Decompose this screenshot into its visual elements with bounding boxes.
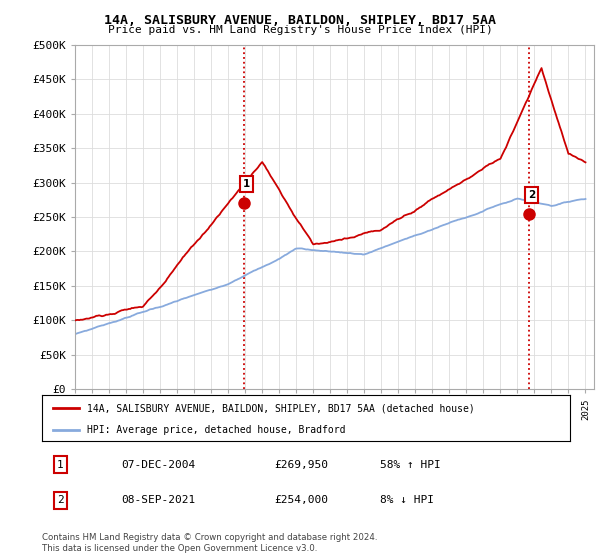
Text: 1: 1 [243,179,250,189]
Text: 14A, SALISBURY AVENUE, BAILDON, SHIPLEY, BD17 5AA: 14A, SALISBURY AVENUE, BAILDON, SHIPLEY,… [104,14,496,27]
Text: HPI: Average price, detached house, Bradford: HPI: Average price, detached house, Brad… [87,425,346,435]
Text: 2: 2 [57,495,64,505]
Text: Price paid vs. HM Land Registry's House Price Index (HPI): Price paid vs. HM Land Registry's House … [107,25,493,35]
Text: 1: 1 [57,460,64,469]
Text: £254,000: £254,000 [274,495,328,505]
Text: 8% ↓ HPI: 8% ↓ HPI [380,495,434,505]
Text: 08-SEP-2021: 08-SEP-2021 [121,495,196,505]
Text: £269,950: £269,950 [274,460,328,469]
Text: Contains HM Land Registry data © Crown copyright and database right 2024.
This d: Contains HM Land Registry data © Crown c… [42,533,377,553]
Text: 14A, SALISBURY AVENUE, BAILDON, SHIPLEY, BD17 5AA (detached house): 14A, SALISBURY AVENUE, BAILDON, SHIPLEY,… [87,403,475,413]
Text: 07-DEC-2004: 07-DEC-2004 [121,460,196,469]
Text: 2: 2 [528,190,535,200]
Text: 58% ↑ HPI: 58% ↑ HPI [380,460,440,469]
